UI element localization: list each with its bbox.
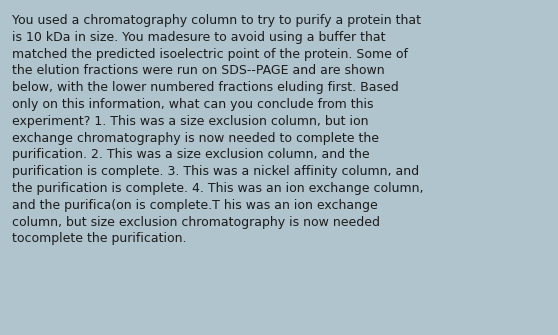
Text: You used a chromatography column to try to purify a protein that
is 10 kDa in si: You used a chromatography column to try …: [12, 14, 424, 246]
